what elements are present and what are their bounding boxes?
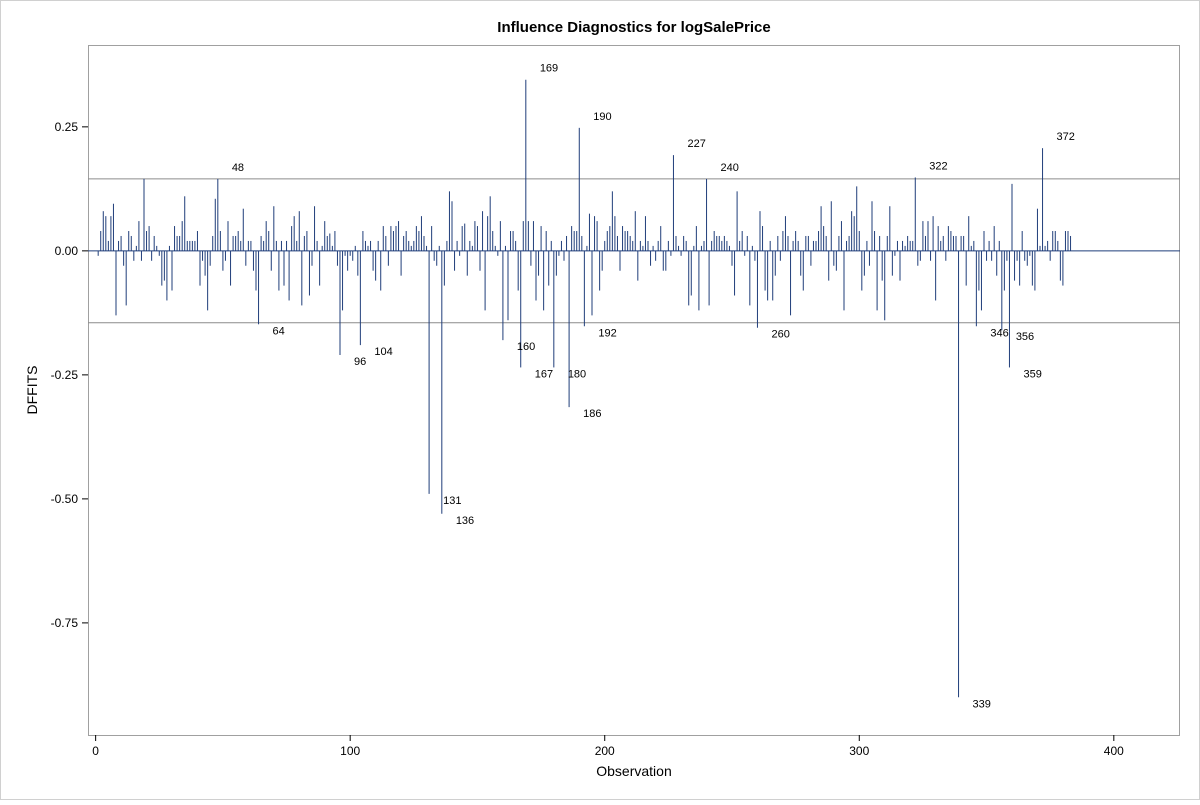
y-axis-label: DFFITS: [24, 366, 40, 415]
point-label: 48: [232, 162, 244, 174]
point-label: 104: [374, 346, 392, 358]
y-tick-label: -0.50: [51, 492, 79, 506]
y-tick-label: -0.25: [51, 368, 79, 382]
point-label: 167: [535, 368, 553, 380]
point-label: 160: [517, 341, 535, 353]
point-label: 372: [1057, 131, 1075, 143]
y-tick-label: 0.25: [55, 120, 79, 134]
point-label: 260: [771, 329, 789, 341]
point-label: 227: [687, 138, 705, 150]
x-tick-label: 300: [849, 744, 869, 758]
x-tick-label: 0: [92, 744, 99, 758]
point-label: 359: [1023, 368, 1041, 380]
x-axis-label: Observation: [596, 763, 671, 779]
point-label: 240: [721, 162, 739, 174]
x-tick-label: 100: [340, 744, 360, 758]
x-tick-label: 200: [595, 744, 615, 758]
x-tick-label: 400: [1104, 744, 1124, 758]
point-label: 356: [1016, 331, 1034, 343]
point-label: 131: [443, 495, 461, 507]
point-label: 192: [598, 327, 616, 339]
y-tick-label: -0.75: [51, 616, 79, 630]
point-label: 190: [593, 111, 611, 123]
y-tick-label: 0.00: [55, 244, 79, 258]
point-label: 339: [973, 698, 991, 710]
point-label: 180: [568, 368, 586, 380]
chart-title: Influence Diagnostics for logSalePrice: [497, 19, 770, 36]
point-label: 96: [354, 356, 366, 368]
point-label: 322: [929, 160, 947, 172]
point-label: 136: [456, 515, 474, 527]
plot-frame: [88, 45, 1180, 736]
point-label: 186: [583, 408, 601, 420]
point-label: 346: [990, 327, 1008, 339]
point-label: 169: [540, 63, 558, 75]
point-label: 64: [273, 325, 285, 337]
